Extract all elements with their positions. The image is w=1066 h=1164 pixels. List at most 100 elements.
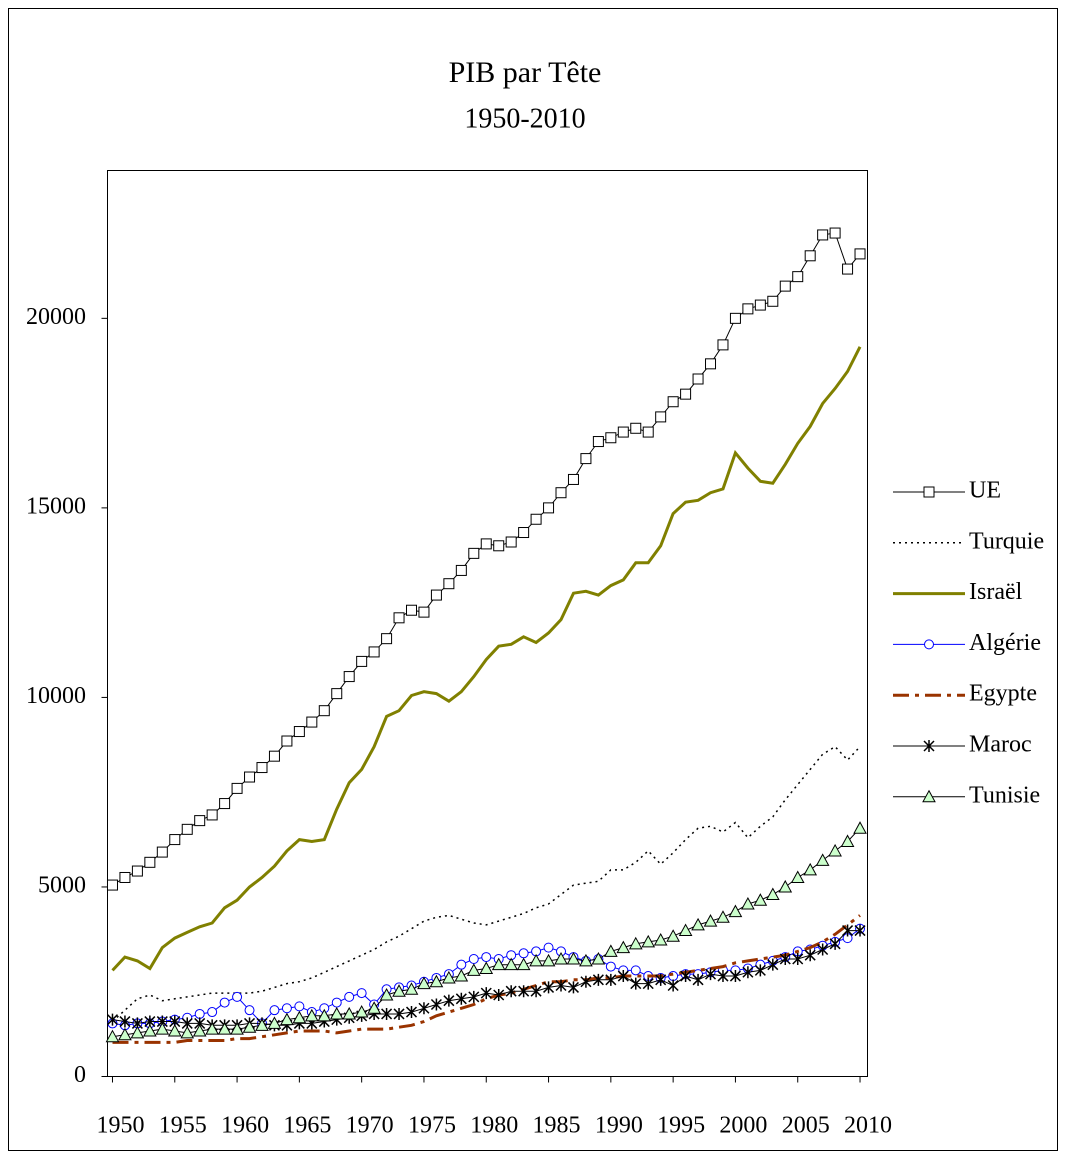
series-line: [112, 914, 861, 1044]
marker: [479, 961, 494, 974]
marker: [405, 1006, 418, 1019]
marker: [516, 957, 531, 971]
marker: [292, 1010, 307, 1024]
marker: [354, 1005, 369, 1018]
marker: [343, 671, 355, 683]
marker: [840, 834, 855, 847]
marker: [778, 879, 793, 893]
y-tick-label: 20000: [26, 304, 86, 330]
x-tick-label: 2000: [719, 1113, 767, 1139]
marker: [244, 1005, 255, 1016]
marker: [318, 705, 330, 717]
marker: [169, 834, 181, 846]
marker: [379, 987, 394, 1001]
marker: [180, 1025, 195, 1039]
marker: [217, 1022, 232, 1035]
marker: [468, 990, 480, 1003]
marker: [767, 958, 779, 971]
marker: [232, 991, 243, 1002]
marker: [630, 977, 642, 990]
marker: [304, 1008, 319, 1022]
marker: [418, 606, 430, 618]
marker: [480, 538, 492, 550]
marker: [230, 1022, 244, 1035]
marker: [267, 1016, 282, 1029]
marker: [729, 970, 741, 983]
marker: [923, 486, 935, 498]
legend-label: UE: [969, 478, 1001, 504]
marker: [106, 879, 118, 891]
marker: [817, 229, 829, 241]
marker: [505, 985, 517, 998]
marker: [543, 942, 554, 953]
marker: [156, 846, 168, 858]
marker: [518, 527, 530, 539]
marker: [555, 487, 567, 499]
marker: [716, 910, 730, 923]
marker: [924, 639, 934, 650]
marker: [617, 426, 629, 438]
marker: [567, 473, 579, 485]
legend-label: Turquie: [969, 528, 1044, 554]
marker: [344, 991, 355, 1002]
marker: [119, 1015, 131, 1028]
marker: [194, 815, 206, 827]
marker: [144, 856, 156, 868]
marker: [530, 513, 542, 525]
marker: [192, 1023, 207, 1037]
marker: [455, 564, 467, 576]
marker: [504, 957, 519, 971]
marker: [804, 949, 816, 962]
marker: [406, 604, 417, 616]
marker: [430, 998, 442, 1011]
marker: [206, 809, 218, 821]
x-tick-label: 1995: [657, 1113, 705, 1139]
marker: [804, 250, 816, 262]
marker: [854, 924, 866, 937]
marker: [181, 823, 193, 835]
marker: [692, 973, 704, 986]
x-tick-label: 1970: [346, 1113, 394, 1139]
marker: [829, 227, 841, 239]
marker: [691, 917, 705, 931]
marker: [219, 997, 230, 1008]
marker: [269, 1005, 280, 1016]
marker: [717, 970, 729, 983]
marker: [443, 994, 455, 1007]
marker: [567, 981, 579, 994]
marker: [205, 1022, 219, 1035]
marker: [591, 951, 606, 965]
marker: [493, 540, 505, 552]
marker: [255, 1018, 269, 1031]
x-tick-label: 2010: [844, 1113, 892, 1139]
marker: [555, 979, 567, 992]
x-tick-label: 1985: [533, 1113, 581, 1139]
marker: [480, 987, 492, 1000]
marker: [680, 388, 692, 400]
marker: [817, 943, 829, 956]
y-tick-label: 10000: [26, 683, 86, 709]
marker: [580, 975, 592, 988]
marker: [417, 976, 431, 990]
marker: [754, 299, 766, 311]
legend-label: Egypte: [969, 681, 1037, 707]
marker: [642, 426, 654, 438]
marker: [331, 997, 342, 1008]
marker: [329, 1006, 344, 1020]
marker: [293, 726, 305, 738]
marker: [554, 951, 568, 965]
marker: [281, 1003, 292, 1014]
marker: [466, 963, 481, 976]
marker: [130, 1025, 145, 1039]
marker: [753, 893, 768, 906]
marker: [155, 1022, 170, 1035]
marker: [742, 303, 754, 315]
marker: [381, 1007, 393, 1020]
marker: [367, 1001, 381, 1014]
marker: [281, 735, 293, 747]
marker: [842, 263, 854, 275]
marker: [381, 633, 393, 645]
marker: [105, 1029, 120, 1043]
marker: [829, 937, 841, 950]
marker: [317, 1008, 332, 1022]
